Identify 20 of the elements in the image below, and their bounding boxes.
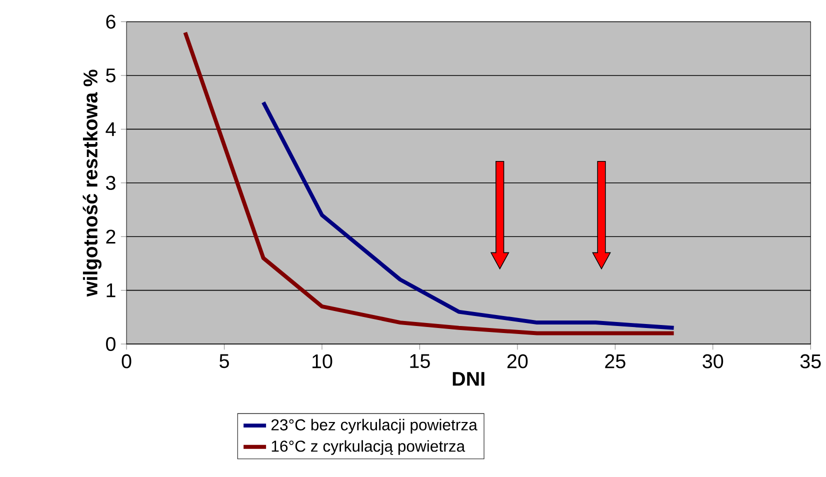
y-tick-label: 4 (106, 122, 116, 136)
y-tick-label: 5 (106, 68, 116, 82)
x-tick-label: 20 (507, 354, 528, 368)
line-series (261, 100, 676, 330)
x-tick-label: 10 (312, 354, 332, 368)
x-tick-label: 35 (800, 354, 821, 368)
x-axis-title: DNI (452, 372, 484, 386)
y-tick-label: 3 (106, 176, 116, 190)
x-tick-label: 0 (122, 354, 132, 368)
y-tick-label: 0 (106, 336, 116, 351)
x-tick-label: 15 (410, 354, 430, 368)
y-tick-label: 1 (106, 283, 116, 297)
x-tick-label: 30 (702, 354, 724, 368)
x-tick-label: 25 (605, 354, 626, 368)
y-tick-label: 2 (106, 229, 116, 244)
legend-label: 23°C bez cyrkulacji powietrza (271, 418, 478, 434)
y-tick-label: 6 (106, 14, 116, 29)
legend-label: 16°C z cyrkulacją powietrza (272, 440, 466, 455)
y-axis-title: wilgotność resztkowa % (82, 69, 102, 296)
x-tick-label: 5 (220, 354, 229, 368)
